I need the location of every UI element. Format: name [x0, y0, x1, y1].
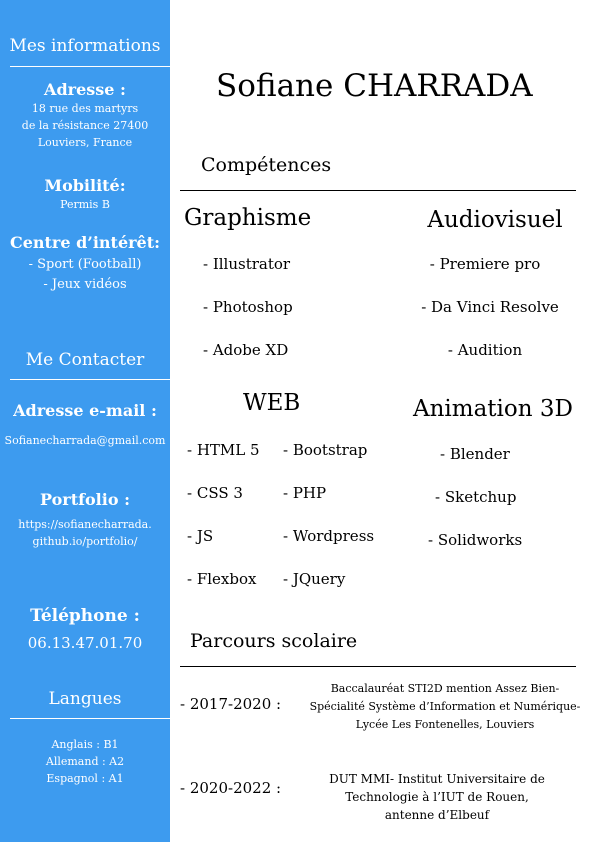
portfolio-link[interactable]: https://sofianecharrada. github.io/portf… — [0, 516, 170, 550]
education-line: Spécialité Système d’Information et Numé… — [309, 700, 581, 713]
phone-value: 06.13.47.01.70 — [27, 634, 143, 652]
contact-divider — [10, 379, 170, 380]
education-line: antenne d’Elbeuf — [384, 808, 490, 822]
languages-title: Langues — [48, 689, 122, 709]
skill-item: - Flexbox — [187, 570, 257, 588]
skill-item: - Photoshop — [203, 298, 293, 316]
mobility-value: Permis B — [60, 198, 110, 211]
skill-item: - PHP — [283, 484, 327, 502]
education-line: Lycée Les Fontenelles, Louviers — [355, 718, 535, 731]
skill-item: - HTML 5 — [187, 441, 260, 459]
skill-item: - Bootstrap — [283, 441, 368, 459]
skill-item: - JS — [187, 527, 214, 545]
languages-divider — [10, 718, 170, 719]
audiovisuel-title: Audiovisuel — [427, 207, 563, 233]
phone-label: Téléphone : — [30, 606, 140, 626]
interests-label: Centre d’intérêt: — [9, 233, 161, 252]
address-line: Louviers, France — [37, 136, 133, 149]
mobility-label: Mobilité: — [44, 176, 126, 195]
education-line: Technologie à l’IUT de Rouen, — [345, 790, 529, 804]
interest-item: - Jeux vidéos — [43, 277, 127, 292]
email-value[interactable]: Sofianecharrada@gmail.com — [4, 434, 166, 447]
language-item: Anglais : B1 — [51, 738, 119, 751]
education-details: DUT MMI- Institut Universitaire de Techn… — [292, 770, 582, 824]
education-period: - 2020-2022 : — [180, 779, 282, 797]
education-title: Parcours scolaire — [190, 630, 358, 652]
interests-list: - Sport (Football) - Jeux vidéos — [0, 255, 170, 295]
skill-item: - JQuery — [283, 570, 346, 588]
portfolio-link-line: github.io/portfolio/ — [32, 535, 138, 548]
skill-item: - Wordpress — [283, 527, 375, 545]
skills-title: Compétences — [201, 154, 332, 176]
address-line: de la résistance 27400 — [21, 119, 149, 132]
graphisme-title: Graphisme — [184, 205, 312, 231]
web-title: WEB — [243, 390, 301, 416]
languages-list: Anglais : B1 Allemand : A2 Espagnol : A1 — [0, 736, 170, 787]
education-line: Baccalauréat STI2D mention Assez Bien- — [330, 682, 560, 695]
interest-item: - Sport (Football) — [28, 257, 142, 272]
address-block: 18 rue des martyrs de la résistance 2740… — [0, 100, 170, 151]
education-divider — [180, 666, 576, 667]
education-details: Baccalauréat STI2D mention Assez Bien- S… — [300, 680, 590, 734]
skill-item: - Premiere pro — [429, 255, 541, 273]
info-divider — [10, 66, 170, 67]
address-label: Adresse : — [44, 80, 126, 99]
address-line: 18 rue des martyrs — [31, 102, 139, 115]
skills-divider — [180, 190, 576, 191]
skill-item: - Sketchup — [435, 488, 517, 506]
skill-item: - Da Vinci Resolve — [421, 298, 559, 316]
email-label: Adresse e-mail : — [13, 401, 157, 420]
language-item: Allemand : A2 — [45, 755, 125, 768]
contact-title: Me Contacter — [25, 350, 145, 370]
skill-item: - Adobe XD — [203, 341, 289, 359]
skill-item: - CSS 3 — [187, 484, 243, 502]
page-title: Sofiane CHARRADA — [216, 68, 533, 104]
portfolio-link-line: https://sofianecharrada. — [18, 518, 152, 531]
education-line: DUT MMI- Institut Universitaire de — [329, 772, 545, 786]
sidebar: Mes informations Adresse : 18 rue des ma… — [0, 0, 170, 842]
language-item: Espagnol : A1 — [46, 772, 124, 785]
animation-title: Animation 3D — [413, 396, 573, 422]
skill-item: - Illustrator — [203, 255, 291, 273]
education-period: - 2017-2020 : — [180, 695, 282, 713]
skill-item: - Solidworks — [428, 531, 523, 549]
info-title: Mes informations — [9, 36, 161, 56]
skill-item: - Blender — [440, 445, 510, 463]
portfolio-label: Portfolio : — [40, 490, 130, 509]
skill-item: - Audition — [447, 341, 523, 359]
